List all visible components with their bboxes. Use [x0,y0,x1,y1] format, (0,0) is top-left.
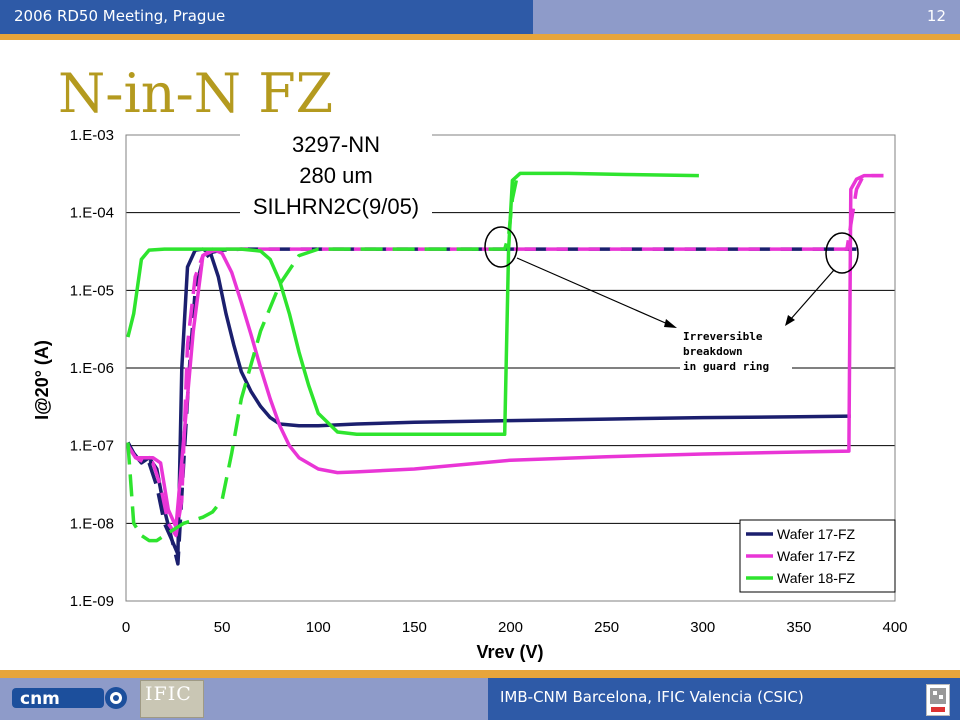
annotation-box [680,328,792,374]
plot-frame [125,134,896,602]
series-line-6 [126,180,519,543]
y-tick-labels: 1.E-09 1.E-08 1.E-07 1.E-06 1.E-05 1.E-04 1.E-… [70,127,114,610]
legend-label-2: Wafer 17-FZ [777,548,855,564]
x-tick-label: 350 [786,619,811,636]
arrow-head-2 [785,315,795,326]
series-line-5 [126,171,699,437]
y-tick-label: 1.E-04 [70,205,114,222]
header-bar-dark [0,0,533,34]
meeting-title: 2006 RD50 Meeting, Prague [14,7,226,25]
slide-title: N-in-N FZ [58,62,334,125]
x-axis-label: Vrev (V) [476,642,543,662]
y-axis-label: I@20° (A) [32,340,52,420]
y-tick-label: 1.E-09 [70,593,114,610]
slide-number: 12 [926,7,946,25]
x-tick-label: 300 [690,619,715,636]
x-tick-labels: 0 50 100 150 200 250 300 350 400 [122,619,908,636]
y-tick-label: 1.E-07 [70,438,114,455]
header-stripe [0,34,960,40]
y-tick-label: 1.E-03 [70,127,114,144]
annotation-line-3: in guard ring [683,360,769,373]
series-line-3 [126,173,884,529]
y-tick-label: 1.E-05 [70,282,114,299]
cnm-logo-text: cnm [20,689,60,709]
sample-thickness: 280 um [299,163,372,188]
series-line-2 [126,247,857,566]
x-tick-label: 100 [306,619,331,636]
x-tick-label: 0 [122,619,130,636]
annotation-arrow-1 [516,257,671,326]
legend: Wafer 17-FZ Wafer 17-FZ Wafer 18-FZ [739,519,896,593]
ific-logo-text: IFIC [145,683,192,705]
x-tick-label: 400 [882,619,907,636]
footer-stripe [0,670,960,678]
footer-bar-dark [488,678,960,720]
ific-logo: IFIC [140,680,204,718]
sample-label-box [240,128,432,223]
annotation-line-1: Irreversible [683,330,763,343]
y-tick-label: 1.E-08 [70,515,114,532]
annotation-arrow-2 [789,269,835,321]
breakdown-marker-1 [484,226,518,268]
x-tick-label: 200 [498,619,523,636]
legend-label-1: Wafer 17-FZ [777,526,855,542]
breakdown-marker-2 [825,232,859,274]
x-tick-label: 150 [402,619,427,636]
x-tick-label: 250 [594,619,619,636]
csic-logo [926,684,950,716]
annotation-line-2: breakdown [683,345,743,358]
sample-id: 3297-NN [292,132,380,157]
footer-institutions: IMB-CNM Barcelona, IFIC Valencia (CSIC) [500,688,804,706]
legend-label-3: Wafer 18-FZ [777,570,855,586]
series-lines [126,171,884,566]
cnm-logo: cnm [12,687,127,709]
y-tick-label: 1.E-06 [70,360,114,377]
series-line-1 [126,247,851,556]
arrow-head-1 [664,319,677,328]
x-tick-label: 50 [214,619,231,636]
sample-batch: SILHRN2C(9/05) [253,194,419,219]
